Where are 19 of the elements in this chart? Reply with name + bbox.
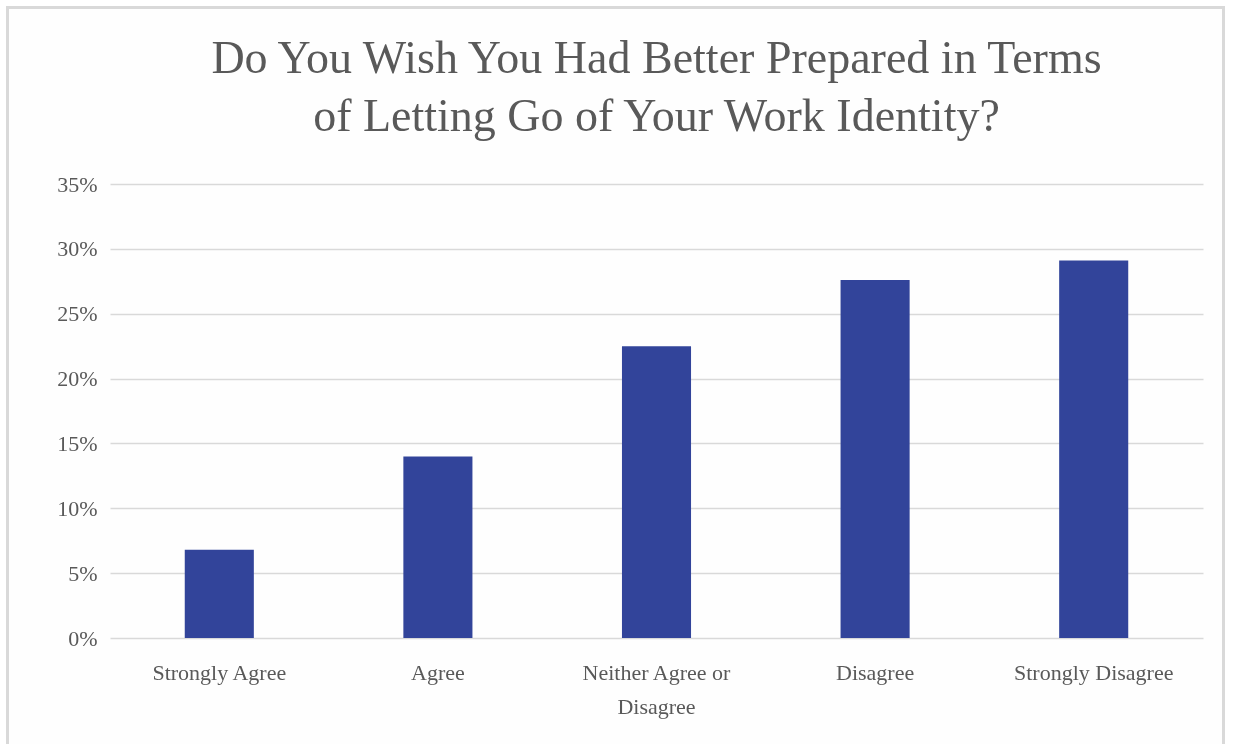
y-tick-label: 25% <box>57 301 98 327</box>
chart-title: Do You Wish You Had Better Prepared in Terms of Letting Go of Your Work Identity? <box>211 32 1102 141</box>
y-tick-label: 10% <box>57 495 98 521</box>
bar <box>1059 260 1129 638</box>
y-tick-label: 30% <box>57 236 98 262</box>
x-tick-label: Agree <box>411 659 465 685</box>
x-tick-label: Strongly Disagree <box>1013 659 1174 685</box>
bar <box>184 549 254 638</box>
y-tick-label: 20% <box>57 366 98 392</box>
x-tick-label: Neither Agree or Disagree <box>582 659 732 719</box>
bar <box>621 346 692 638</box>
x-tick-label: Disagree <box>836 659 915 685</box>
y-tick-label: 15% <box>57 430 98 456</box>
bar <box>840 279 910 638</box>
y-tick-label: 0% <box>68 625 98 651</box>
y-tick-label: 5% <box>68 560 98 586</box>
x-tick-label: Strongly Agree <box>152 659 287 685</box>
y-tick-label: 35% <box>57 171 98 197</box>
bar <box>403 456 473 638</box>
